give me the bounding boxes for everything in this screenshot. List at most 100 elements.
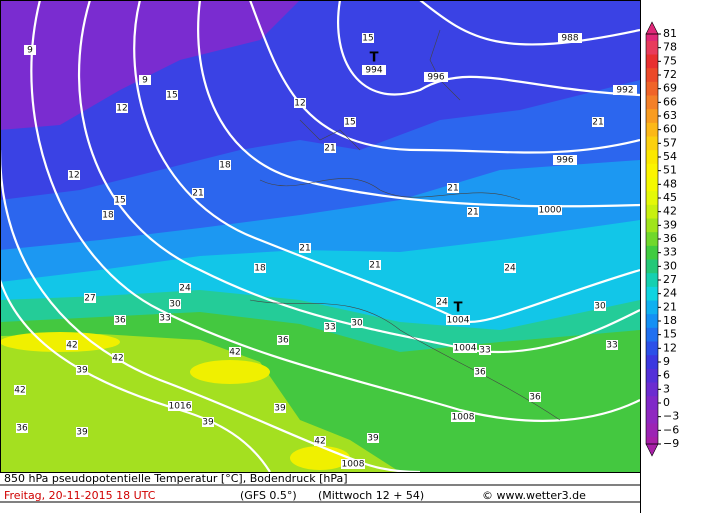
- footer-date: Freitag, 20-11-2015 18 UTC: [4, 489, 156, 502]
- contour-label-box: [436, 297, 448, 307]
- colorbar-swatch: [646, 150, 658, 165]
- contour-label-box: [14, 385, 26, 395]
- contour-label: 21: [467, 208, 478, 218]
- colorbar-label: 27: [663, 273, 677, 286]
- colorbar-label: 0: [663, 396, 670, 409]
- contour-label-box: [139, 75, 151, 85]
- contour-label-box: [219, 160, 231, 170]
- isobar-label-box: [168, 401, 192, 411]
- contour-label-box: [351, 318, 363, 328]
- isobar-label: 996: [427, 73, 444, 83]
- colorbar-label: 42: [663, 205, 677, 218]
- colorbar-arrow: [645, 21, 659, 35]
- contour-label: 15: [362, 34, 373, 44]
- contour-label: 42: [66, 341, 77, 351]
- colorbar-swatch: [646, 286, 658, 301]
- colorbar-swatch: [646, 81, 658, 96]
- isobar-label: 1004: [454, 344, 477, 354]
- contour-label: 42: [14, 386, 25, 396]
- contour-label-box: [16, 423, 28, 433]
- colorbar-label: 15: [663, 328, 677, 341]
- footer-model: (GFS 0.5°): [240, 489, 297, 502]
- contour-label-box: [274, 403, 286, 413]
- isobar-label-box: [446, 315, 470, 325]
- colorbar-swatch: [646, 341, 658, 356]
- contour-label: 33: [159, 314, 170, 324]
- contour-label-box: [169, 299, 181, 309]
- isobar-label-box: [538, 205, 562, 215]
- colorbar-label: 24: [663, 287, 677, 300]
- colorbar-label: 33: [663, 246, 677, 259]
- contour-label-box: [294, 98, 306, 108]
- contour-label-box: [192, 188, 204, 198]
- isobar-label-box: [453, 343, 477, 353]
- contour-label: 30: [351, 319, 363, 329]
- contour-label: 33: [479, 346, 490, 356]
- contour-label: 36: [277, 336, 289, 346]
- low-pressure-mark: T: [370, 51, 379, 66]
- isobar-label: 1004: [447, 316, 470, 326]
- contour-label-box: [367, 433, 379, 443]
- isobar-label: 1008: [342, 460, 365, 470]
- contour-label-box: [116, 103, 128, 113]
- colorbar-swatch: [646, 382, 658, 397]
- isobar-label: 1000: [539, 206, 562, 216]
- contour-label-box: [529, 392, 541, 402]
- colorbar-label: 36: [663, 232, 677, 245]
- map-field: [1, 1, 640, 472]
- contour-label: 27: [84, 294, 95, 304]
- colorbar-swatch: [646, 177, 658, 192]
- colorbar-swatch: [646, 34, 658, 42]
- colorbar-swatch: [646, 368, 658, 383]
- contour-label-box: [76, 365, 88, 375]
- colorbar-label: 18: [663, 314, 677, 327]
- contour-label: 39: [367, 434, 379, 444]
- contour-label-box: [467, 207, 479, 217]
- isobar-label-box: [451, 412, 475, 422]
- colorbar-swatch: [646, 314, 658, 329]
- colorbar-label: 21: [663, 300, 677, 313]
- colorbar-swatch: [646, 122, 658, 137]
- contour-label-box: [594, 301, 606, 311]
- contour-label: 39: [274, 404, 286, 414]
- colorbar-swatch: [646, 204, 658, 219]
- contour-label-box: [299, 243, 311, 253]
- contour-label: 42: [229, 348, 240, 358]
- isobar-label: 988: [561, 34, 578, 44]
- contour-label: 33: [606, 341, 617, 351]
- contour-label-box: [362, 33, 374, 43]
- colorbar-swatch: [646, 259, 658, 274]
- contour-label: 21: [192, 189, 203, 199]
- contour-label: 21: [447, 184, 458, 194]
- contour-label-box: [202, 417, 214, 427]
- footer-run: (Mittwoch 12 + 54): [318, 489, 424, 502]
- contour-label: 18: [219, 161, 231, 171]
- colorbar-swatch: [646, 273, 658, 288]
- contour-label: 9: [27, 46, 33, 56]
- contour-label: 36: [529, 393, 541, 403]
- colorbar-swatch: [646, 68, 658, 83]
- isobar-label-box: [558, 33, 582, 43]
- contour-label: 21: [299, 244, 310, 254]
- contour-label-box: [159, 313, 171, 323]
- contour-label-box: [324, 143, 336, 153]
- contour-label-box: [114, 195, 126, 205]
- isobar-label-box: [553, 155, 577, 165]
- colorbar-label: 6: [663, 369, 670, 382]
- colorbar-label: 3: [663, 382, 670, 395]
- colorbar-swatch: [646, 54, 658, 69]
- colorbar-label: 81: [663, 27, 677, 40]
- contour-label: 42: [314, 437, 325, 447]
- colorbar-swatch: [646, 437, 658, 445]
- isobar-label-box: [424, 72, 448, 82]
- colorbar-swatch: [646, 136, 658, 151]
- isobar-label: 1008: [452, 413, 475, 423]
- contour-label: 36: [16, 424, 28, 434]
- contour-label-box: [314, 436, 326, 446]
- contour-label-box: [24, 45, 36, 55]
- contour-label-box: [68, 170, 80, 180]
- contour-label-box: [504, 263, 516, 273]
- contour-label: 36: [114, 316, 126, 326]
- isobar-label-box: [613, 85, 637, 95]
- contour-label: 36: [474, 368, 486, 378]
